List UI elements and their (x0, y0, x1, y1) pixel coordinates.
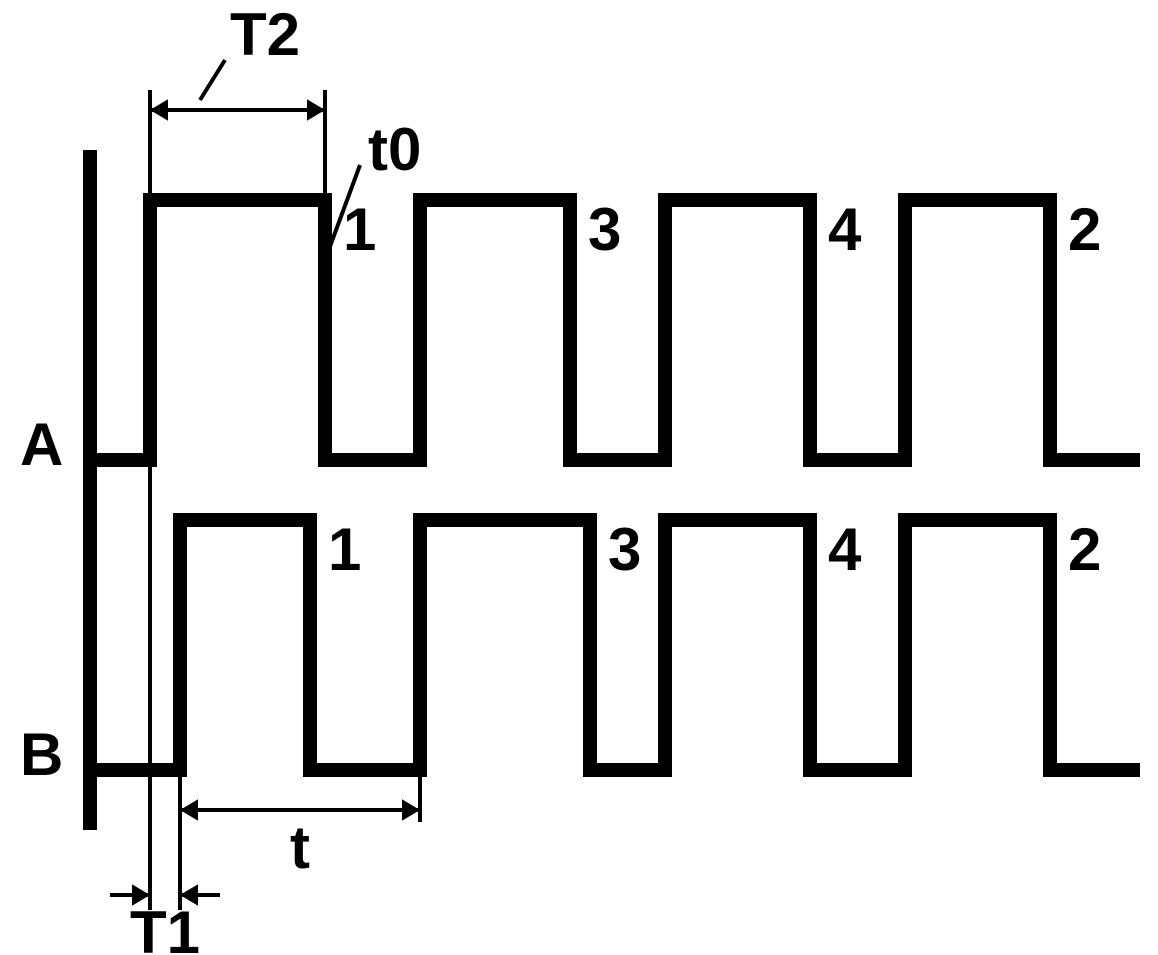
dim-T2-leader (200, 60, 225, 100)
label-T2: T2 (230, 1, 300, 68)
pulse-number-A-0: 1 (343, 196, 376, 263)
pulse-number-B-3: 2 (1068, 516, 1101, 583)
axis-label-A: A (20, 411, 63, 478)
label-t: t (290, 814, 310, 881)
pulse-number-A-2: 4 (828, 196, 862, 263)
pulse-number-B-1: 3 (608, 516, 641, 583)
dim-T2-arrow-r (307, 99, 325, 121)
dim-T2-arrow-l (150, 99, 168, 121)
label-t0: t0 (368, 116, 421, 183)
dim-t-arrow-l (180, 799, 198, 821)
pulse-number-B-2: 4 (828, 516, 862, 583)
pulse-number-B-0: 1 (328, 516, 361, 583)
label-T1: T1 (130, 899, 200, 955)
pulse-number-A-1: 3 (588, 196, 621, 263)
timing-diagram: 1 3 4 2 1 3 4 2 A B T2 t0 T1 t (0, 0, 1158, 955)
pulse-number-A-3: 2 (1068, 196, 1101, 263)
axis-label-B: B (20, 721, 63, 788)
dim-t-arrow-r (402, 799, 420, 821)
